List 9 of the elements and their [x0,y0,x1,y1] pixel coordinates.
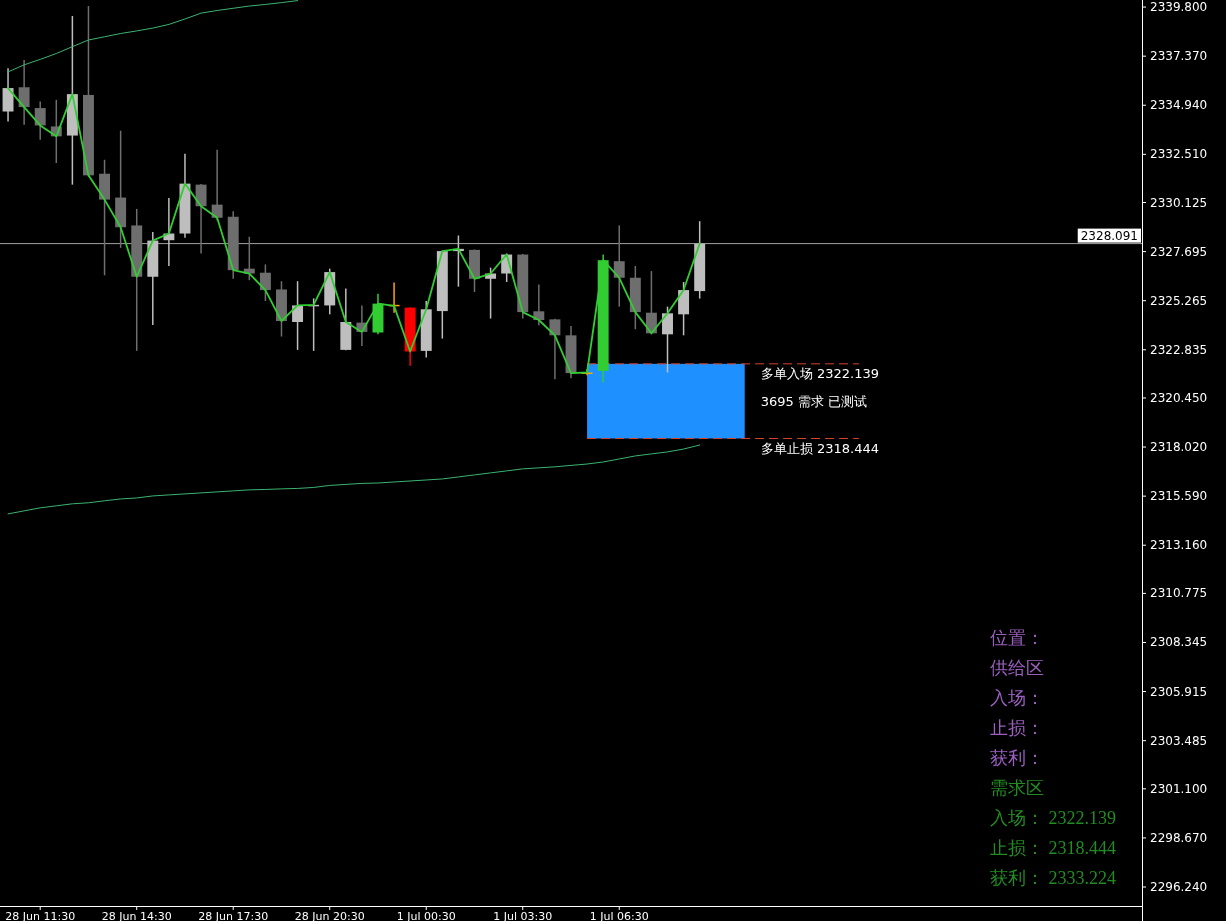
annotation: 入场： 2322.139 [990,808,1116,828]
annotation: 需求区 [990,778,1044,798]
annotation: 获利： 2333.224 [990,868,1116,888]
annotation: 入场： [990,688,1044,708]
annotation: 获利： [990,748,1044,768]
annotation: 止损： [990,718,1044,738]
annotation: 止损： 2318.444 [990,838,1116,858]
annotation: 供给区 [990,658,1044,678]
annotation: 位置： [990,628,1044,648]
